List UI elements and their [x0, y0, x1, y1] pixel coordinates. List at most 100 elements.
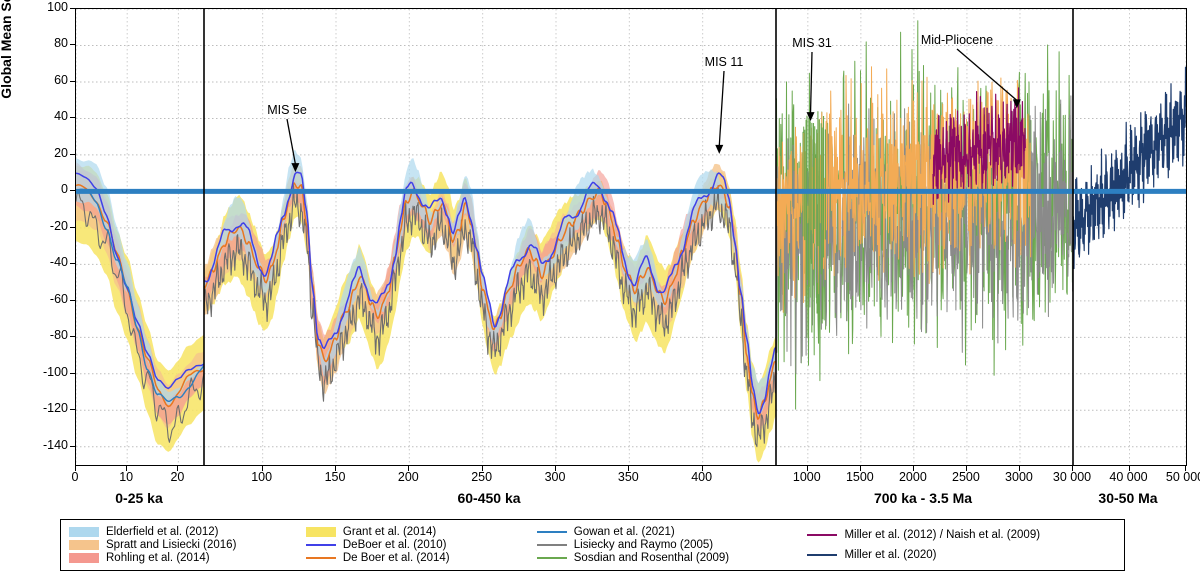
x-tick-label: 2000: [898, 470, 927, 484]
y-tick-label: -40: [49, 255, 68, 270]
y-tick-mark: [70, 44, 75, 46]
y-tick-label: 80: [54, 36, 68, 51]
y-tick-mark: [70, 190, 75, 192]
annotation-mid-pliocene: Mid-Pliocene: [920, 33, 994, 47]
legend-line-swatch: [305, 557, 336, 560]
x-tick-label: 2500: [952, 470, 980, 484]
legend-label: Gowan et al. (2021): [573, 525, 675, 538]
y-tick-label: 60: [54, 72, 68, 87]
annotation-mis-11: MIS 11: [704, 55, 744, 69]
x-tick-mark: [75, 466, 76, 471]
x-tick-label: 0: [71, 470, 79, 484]
legend-band-swatch: [69, 553, 99, 564]
legend-column-1: Elderfield et al. (2012) Spratt and Lisie…: [69, 525, 306, 565]
legend-label: Elderfield et al. (2012): [106, 525, 219, 538]
legend-line-swatch: [536, 530, 567, 533]
x-tick-label: 250: [471, 470, 493, 484]
legend-item[interactable]: Gowan et al. (2021): [536, 525, 808, 538]
legend-item[interactable]: DeBoer et al. (2010): [305, 538, 537, 551]
y-tick-label: -80: [49, 328, 68, 343]
x-tick-label: 40 000: [1109, 470, 1148, 484]
x-tick-mark: [177, 466, 179, 471]
y-tick-mark: [70, 336, 75, 338]
legend-item[interactable]: Rohling et al. (2014): [69, 552, 306, 565]
x-tick-mark: [859, 466, 861, 471]
x-tick-label: 100: [251, 470, 273, 484]
legend-item[interactable]: Elderfield et al. (2012): [69, 525, 306, 538]
legend-line-swatch: [807, 534, 838, 536]
legend-column-2: Grant et al. (2014) DeBoer et al. (2010) D…: [305, 525, 537, 565]
y-tick-mark: [70, 153, 75, 155]
legend-label: Miller et al. (2012) / Naish et al. (200…: [844, 529, 1041, 541]
x-tick-mark: [1185, 466, 1186, 471]
y-tick-mark: [70, 299, 75, 301]
x-tick-mark: [555, 466, 556, 471]
legend-label: Grant et al. (2014): [342, 525, 437, 538]
legend-item[interactable]: Sosdian and Rosenthal (2009): [536, 552, 808, 565]
x-tick-label: 150: [324, 470, 346, 484]
y-tick-label: 20: [54, 145, 68, 160]
y-tick-label: -140: [42, 437, 68, 452]
x-tick-mark: [408, 466, 410, 471]
legend-band-swatch: [69, 539, 99, 550]
y-tick-mark: [70, 226, 75, 228]
x-tick-mark: [628, 466, 630, 471]
x-tick-mark: [1018, 466, 1020, 471]
x-tick-mark: [126, 466, 128, 471]
x-tick-mark: [701, 466, 703, 471]
panel-caption-2: 700 ka - 3.5 Ma: [873, 490, 973, 506]
legend-line-swatch: [807, 554, 838, 556]
x-tick-mark: [261, 466, 263, 471]
annotation-mis-5e: MIS 5e: [267, 103, 307, 117]
legend-item[interactable]: Lisiecky and Raymo (2005): [536, 538, 808, 551]
legend-label: Lisiecky and Raymo (2005): [573, 538, 714, 551]
legend-item[interactable]: Spratt and Lisiecki (2016): [69, 538, 306, 551]
x-tick-mark: [1128, 466, 1130, 471]
legend-band-swatch: [69, 526, 99, 537]
legend: Elderfield et al. (2012) Spratt and Lisie…: [60, 519, 1125, 571]
legend-item[interactable]: De Boer et al. (2014): [305, 552, 537, 565]
y-tick-label: -20: [49, 218, 68, 233]
x-tick-label: 350: [617, 470, 639, 484]
y-tick-mark: [70, 372, 75, 374]
y-tick-mark: [70, 80, 75, 82]
legend-label: Miller et al. (2020): [844, 549, 937, 561]
panel-caption-1: 60-450 ka: [457, 490, 521, 506]
legend-item[interactable]: Grant et al. (2014): [305, 525, 537, 538]
annotation-mis-31: MIS 31: [792, 36, 832, 50]
y-tick-mark: [70, 409, 75, 411]
x-tick-label: 10: [119, 470, 134, 484]
legend-line-swatch: [536, 543, 567, 546]
legend-label: Spratt and Lisiecki (2016): [106, 538, 237, 551]
panel-caption-0: 0-25 ka: [115, 490, 163, 506]
y-tick-label: -120: [42, 401, 68, 416]
legend-column-4: Miller et al. (2012) / Naish et al. (200…: [807, 525, 1116, 565]
y-tick-label: 0: [61, 182, 68, 197]
y-tick-mark: [70, 445, 75, 447]
x-tick-label: 3000: [1005, 470, 1033, 484]
legend-label: De Boer et al. (2014): [342, 552, 450, 565]
y-tick-label: -100: [42, 364, 68, 379]
plot-area: [75, 8, 1187, 466]
legend-item[interactable]: Miller et al. (2020): [807, 548, 1116, 562]
x-tick-label: 1500: [845, 470, 874, 484]
x-tick-label: 300: [544, 470, 566, 484]
legend-line-swatch: [536, 557, 567, 560]
x-tick-label: 50 000: [1165, 470, 1200, 484]
x-tick-mark: [912, 466, 914, 471]
x-tick-mark: [806, 466, 808, 471]
y-tick-label: 40: [54, 109, 68, 124]
y-tick-mark: [70, 117, 75, 119]
y-tick-label: -60: [49, 291, 68, 306]
legend-label: Rohling et al. (2014): [106, 552, 210, 565]
y-tick-mark: [70, 8, 75, 9]
x-tick-mark: [335, 466, 336, 471]
x-tick-label: 30 000: [1052, 470, 1092, 484]
x-tick-mark: [965, 466, 967, 471]
x-tick-label: 1000: [792, 470, 821, 484]
x-tick-label: 400: [691, 470, 713, 484]
legend-label: Sosdian and Rosenthal (2009): [573, 552, 730, 565]
legend-item[interactable]: Miller et al. (2012) / Naish et al. (200…: [807, 528, 1116, 542]
legend-line-swatch: [305, 543, 336, 546]
